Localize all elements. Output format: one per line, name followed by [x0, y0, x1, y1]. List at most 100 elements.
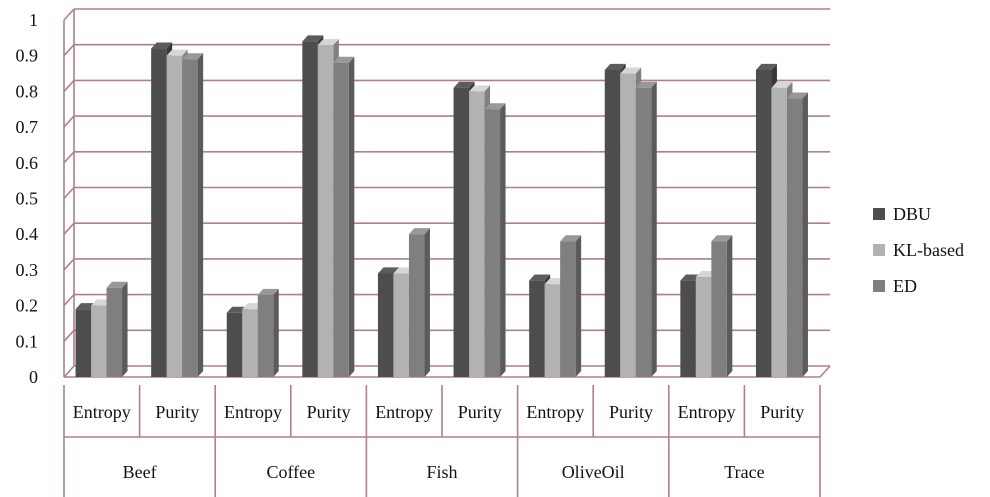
- bar-front: [695, 277, 712, 377]
- bar-side: [197, 53, 204, 377]
- bar-front: [106, 287, 123, 377]
- legend-swatch: [873, 244, 885, 256]
- group-label: Coffee: [266, 462, 315, 482]
- bar-top: [604, 63, 626, 70]
- y-tick-label: 0.4: [16, 224, 39, 244]
- legend-label: KL-based: [893, 240, 964, 260]
- bar-top: [317, 38, 339, 45]
- y-tick-label: 0.7: [16, 117, 39, 137]
- bar-top: [755, 63, 777, 70]
- gridline-depth: [63, 151, 75, 164]
- bar-front: [620, 73, 636, 378]
- y-tick-label: 0.2: [16, 296, 39, 316]
- bar-top: [484, 103, 506, 110]
- subcategory-label: Purity: [609, 402, 653, 422]
- bar-ed: [635, 81, 657, 377]
- gridline-depth: [63, 186, 75, 200]
- bar-ed: [182, 53, 204, 378]
- bar-front: [166, 55, 183, 377]
- bar-front: [377, 273, 394, 377]
- legend-label: DBU: [893, 204, 931, 224]
- bar-top: [635, 81, 657, 88]
- bar-front: [333, 62, 349, 378]
- bar-ed: [560, 235, 582, 377]
- legend-label: ED: [893, 276, 917, 296]
- gridline-depth: [63, 365, 75, 378]
- bar-front: [408, 234, 425, 377]
- bar-top: [166, 49, 188, 56]
- bar-top: [711, 235, 733, 242]
- bar-side: [348, 56, 355, 377]
- bar-ed: [257, 288, 279, 377]
- bar-front: [484, 109, 501, 377]
- bar-top: [106, 281, 128, 288]
- subcategory-label: Entropy: [224, 402, 282, 422]
- subcategory-label: Purity: [307, 402, 351, 422]
- bar-side: [726, 235, 733, 377]
- y-tick-label: 0: [29, 367, 38, 387]
- bar-front: [302, 41, 318, 378]
- bar-front: [75, 309, 92, 377]
- bar-ed: [484, 103, 506, 377]
- y-tick-label: 0.1: [16, 331, 39, 351]
- bar-front: [544, 284, 561, 377]
- subcategory-label: Purity: [458, 402, 502, 422]
- group-label: Trace: [724, 462, 764, 482]
- category-axis: Entropy Purity Entropy Purity Entropy Purity E…: [63, 385, 821, 497]
- bar-front: [151, 48, 167, 378]
- bar-top: [560, 235, 582, 242]
- bar-front: [604, 69, 621, 377]
- y-tick-label: 0.3: [16, 260, 39, 280]
- bar-top: [182, 53, 204, 60]
- bar-side: [122, 281, 128, 377]
- bar-side: [651, 81, 657, 377]
- legend-swatch: [873, 280, 885, 292]
- bar-top: [408, 228, 430, 235]
- bar-top: [620, 67, 642, 74]
- bar-top: [786, 92, 808, 99]
- bar-front: [755, 69, 772, 377]
- bar-top: [469, 85, 491, 92]
- bar-front: [635, 87, 652, 377]
- bar-top: [257, 288, 279, 295]
- bar-front: [91, 305, 107, 377]
- y-tick-label: 0.6: [16, 153, 39, 173]
- bar-top: [771, 81, 793, 88]
- bar-front: [182, 59, 198, 378]
- gridline-depth: [63, 115, 75, 128]
- bar-side: [575, 235, 582, 377]
- bar-front: [529, 280, 545, 377]
- group-label: Beef: [123, 462, 157, 482]
- bar-ed: [786, 92, 808, 378]
- bars: [75, 35, 808, 378]
- y-tick-label: 1: [29, 10, 38, 30]
- bar-front: [560, 241, 576, 377]
- gridline-depth: [63, 329, 75, 342]
- bar-front: [469, 91, 485, 378]
- bar-front: [242, 309, 258, 377]
- floor-right-edge: [819, 365, 831, 378]
- gridline-depth: [63, 8, 75, 21]
- bar-front: [226, 312, 243, 377]
- bar-ed: [408, 228, 430, 377]
- bar-front: [711, 241, 727, 377]
- bar-side: [424, 228, 430, 377]
- bar-top: [529, 274, 551, 281]
- bar-ed: [333, 56, 355, 378]
- bar-top: [151, 42, 173, 49]
- bar-front: [771, 87, 787, 377]
- subcategory-label: Entropy: [73, 402, 131, 422]
- subcategory-label: Entropy: [678, 402, 736, 422]
- bar-side: [802, 92, 808, 378]
- y-tick-label: 0.5: [16, 189, 39, 209]
- legend-swatch: [873, 208, 885, 220]
- bar-top: [453, 81, 475, 88]
- gridline-depth: [63, 294, 75, 307]
- gridline-depth: [63, 44, 75, 57]
- bar-front: [680, 280, 696, 377]
- group-label: OliveOil: [562, 462, 625, 482]
- bar-side: [500, 103, 506, 377]
- subcategory-label: Entropy: [375, 402, 433, 422]
